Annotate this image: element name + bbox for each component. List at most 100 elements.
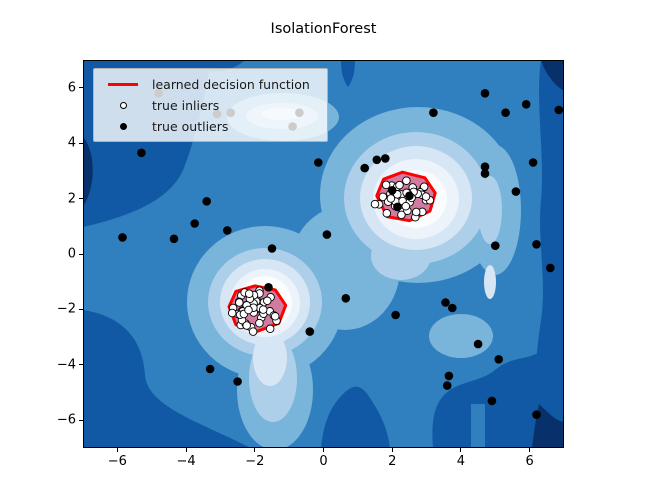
inlier-point [370,199,380,209]
outlier-point [521,100,531,109]
contour-band [83,310,251,448]
legend-item-true-inliers: true inliers [94,95,327,116]
inlier-point [401,201,411,211]
x-tick-label: 4 [456,454,466,469]
inlier-point [227,308,237,318]
outlier-point [441,298,450,307]
legend-item-true-outliers: true outliers [94,116,327,137]
y-tick-label: 0 [67,246,76,262]
outlier-point [442,381,452,390]
contour-band [341,60,355,87]
inlier-point [378,192,388,202]
outlier-point [511,187,521,196]
x-tick-mark [323,448,324,452]
outlier-point [532,240,541,249]
inlier-point [411,207,421,217]
inlier-point [381,180,391,190]
inlier-point [419,182,429,191]
outlier-point [393,202,402,212]
red-line-icon [108,83,138,86]
outlier-point [205,364,215,374]
outlier-point [223,226,232,235]
outlier-point [341,294,351,303]
inlier-point [263,296,272,306]
x-tick-mark [254,448,256,452]
x-tick-mark [460,448,462,452]
outlier-point [501,108,510,117]
legend-label: true inliers [152,98,220,113]
outlier-point [532,410,541,420]
inlier-point [242,321,251,330]
outlier-point [267,244,277,253]
y-tick-mark [79,364,83,366]
outlier-point [360,163,370,173]
legend-label: true outliers [152,119,229,134]
inlier-point [235,298,244,307]
y-tick-label: −6 [56,412,76,428]
contour-band [432,336,564,448]
outlier-point [554,105,564,115]
outlier-point [480,162,490,171]
contour-band [321,386,390,448]
plot-border [83,60,564,448]
outlier-point [405,191,414,201]
outlier-point [305,327,315,336]
y-tick-label: −4 [56,357,76,373]
outlier-point [202,197,211,206]
outlier-point [494,355,504,364]
y-tick-label: −2 [56,301,76,317]
outlier-point [233,377,242,386]
legend-marker [94,102,152,109]
outlier-point [491,241,500,250]
y-tick-mark [79,419,83,421]
outlier-point [429,108,438,117]
inlier-point [255,318,264,328]
x-tick-mark [116,448,118,452]
contour-band [253,330,287,386]
outlier-point [528,158,538,167]
inlier-point [248,327,258,336]
outlier-point [264,283,273,292]
x-tick-mark [185,448,187,452]
outlier-point [480,89,490,98]
inlier-point [397,210,406,220]
contour-band [429,314,493,358]
outlier-point [314,158,323,167]
y-tick-label: 2 [67,191,76,207]
inlier-point [386,194,396,203]
y-tick-mark [79,87,83,89]
outlier-point [387,186,397,195]
inlier-point [244,289,254,298]
inlier-point [421,192,431,201]
contour-band [83,136,93,206]
x-tick-mark [529,448,531,452]
inlier-point [258,305,268,314]
outlier-point [322,230,332,239]
legend-item-decision-function: learned decision function [94,74,327,95]
y-tick-mark [79,308,83,310]
open-circle-icon [119,102,127,109]
legend-label: learned decision function [152,77,310,92]
outlier-point [480,169,490,178]
outlier-point [546,263,555,273]
plot-area: learned decision function true inliers t… [83,60,564,448]
inlier-point [244,305,253,315]
legend: learned decision function true inliers t… [93,68,328,142]
chart-title: IsolationForest [270,21,377,37]
x-tick-label: −4 [176,454,196,469]
y-tick-mark [79,253,83,255]
outlier-point [137,148,146,158]
legend-marker [94,83,152,86]
outlier-point [190,219,199,228]
y-tick-mark [79,198,83,200]
inlier-point [402,176,411,185]
y-tick-mark [79,142,83,144]
outlier-point [169,234,179,244]
contour-band [541,60,564,91]
y-tick-label: 4 [67,135,76,151]
outlier-point [391,310,400,320]
contour-band [471,404,485,448]
contour-band [535,60,564,448]
outlier-point [372,155,382,165]
